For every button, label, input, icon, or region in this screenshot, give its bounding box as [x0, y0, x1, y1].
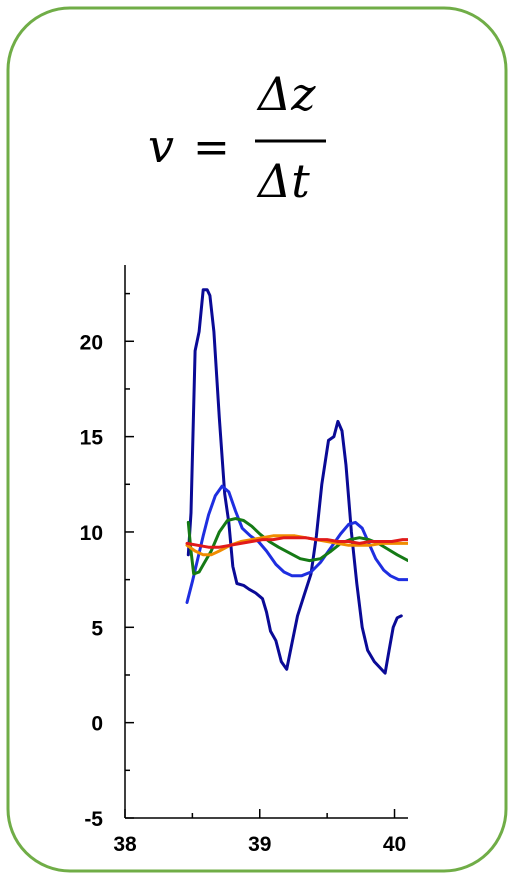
- velocity-chart: -5 0 5 10 15 20 38 39 40: [80, 265, 408, 856]
- y-tick-label: 20: [80, 331, 103, 354]
- series-line-5: [185, 536, 408, 549]
- x-tick-label: 39: [248, 833, 271, 856]
- velocity-formula: v = Δz Δt: [148, 67, 326, 208]
- y-tick-label: 15: [80, 427, 104, 450]
- y-tick-label: -5: [84, 808, 103, 831]
- series-line-1: [186, 288, 403, 675]
- card-frame: [6, 6, 508, 873]
- x-tick-label: 40: [383, 833, 406, 856]
- formula-denominator: Δt: [256, 154, 310, 208]
- series-line-3: [186, 517, 408, 576]
- series-line-4: [185, 534, 408, 557]
- axes-layer: [124, 265, 408, 819]
- y-tick-label: 5: [91, 617, 103, 640]
- series-layer: [185, 288, 408, 675]
- formula-equals: =: [193, 122, 230, 173]
- formula-numerator: Δz: [256, 67, 316, 121]
- y-tick-label: 0: [91, 713, 103, 736]
- y-tick-label: 10: [80, 522, 103, 545]
- formula-lhs: v: [148, 119, 174, 173]
- tick-labels-layer: -5 0 5 10 15 20 38 39 40: [80, 331, 407, 856]
- x-tick-label: 38: [113, 833, 137, 856]
